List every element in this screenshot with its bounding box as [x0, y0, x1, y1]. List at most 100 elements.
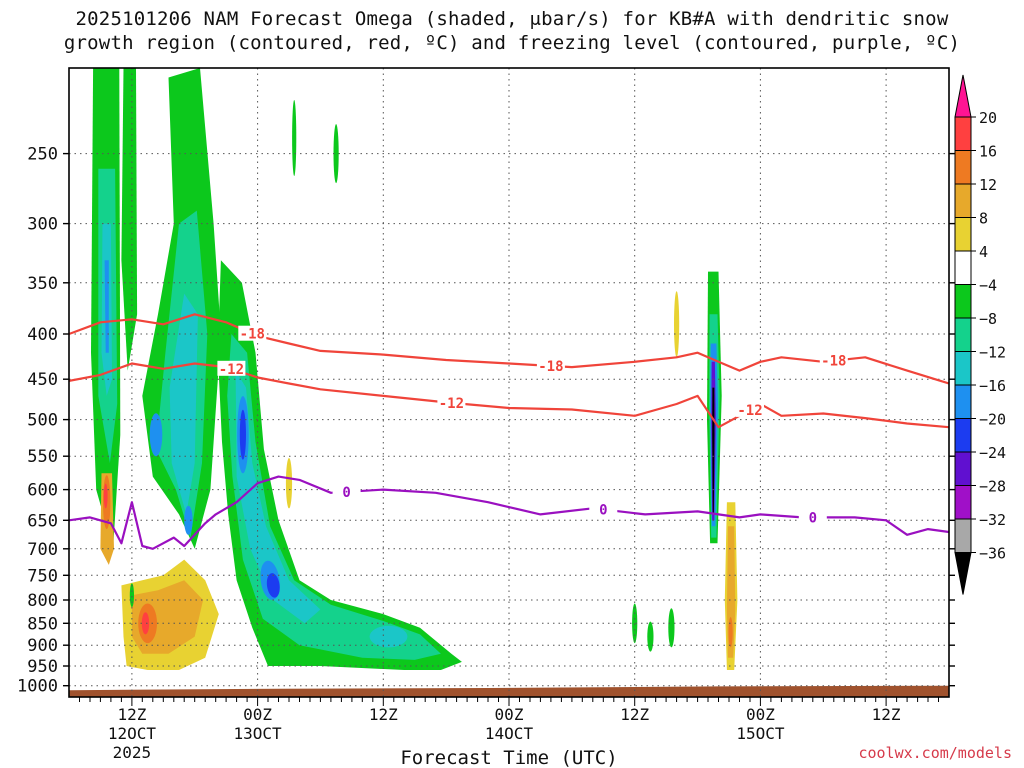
x-tick-label: 12OCT [108, 724, 157, 743]
omega-ascent-band-inner [235, 370, 321, 624]
y-tick-label: 600 [27, 481, 58, 501]
colorbar-bottom-arrow [954, 552, 972, 595]
colorbar-label: 16 [979, 143, 997, 161]
y-tick-label: 300 [27, 215, 58, 235]
colorbar-label: −28 [979, 478, 1006, 496]
omega-ascent-patch [369, 625, 408, 648]
colorbar-label: −12 [979, 344, 1006, 362]
colorbar-label: −4 [979, 277, 997, 295]
contour-minus12c-label: -12 [219, 362, 244, 378]
x-tick-label: 12Z [620, 705, 649, 724]
contour-minus12c-label-bg [437, 394, 466, 410]
colorbar-swatch [954, 317, 972, 352]
ground-terrain [69, 685, 949, 697]
colorbar-label: −16 [979, 377, 1006, 395]
omega-ascent-patch [184, 505, 193, 535]
omega-small-ascent [668, 608, 675, 648]
omega-subsidence-peak [103, 483, 108, 509]
colorbar-swatch [954, 451, 972, 486]
colorbar-label: 8 [979, 210, 988, 228]
omega-subsidence-small [674, 291, 680, 358]
y-tick-label: 500 [27, 411, 58, 431]
axes: 2503003504004505005506006507007508008509… [17, 145, 955, 762]
colorbar-swatch [954, 183, 972, 218]
colorbar-top-arrow [954, 74, 972, 118]
x-tick-label: 12Z [872, 705, 901, 724]
contour-minus18c-label-bg [536, 357, 565, 373]
omega-small-ascent [292, 100, 297, 176]
y-tick-label: 700 [27, 540, 58, 560]
omega-small-ascent [333, 124, 339, 184]
colorbar-label: 12 [979, 176, 997, 194]
contour-minus12c-label-bg [736, 401, 764, 417]
contour-freezing-level-label: 0 [599, 503, 607, 519]
y-tick-label: 950 [27, 657, 58, 677]
chart-title-line2: growth region (contoured, red, ºC) and f… [63, 32, 961, 54]
colorbar-label: −20 [979, 411, 1006, 429]
colorbar-label: 20 [979, 109, 997, 127]
contour-freezing-level-label-bg [589, 501, 618, 517]
colorbar-swatch [954, 217, 972, 252]
omega-ascent-patch [149, 413, 163, 457]
x-tick-label: 00Z [495, 705, 524, 724]
grid-lines [69, 68, 949, 697]
y-tick-label: 1000 [17, 677, 58, 697]
colorbar-label: −32 [979, 511, 1006, 529]
colorbar-label: −24 [979, 444, 1006, 462]
omega-subsidence-small [285, 458, 293, 509]
colorbar-swatch [954, 250, 972, 285]
x-axis-label: Forecast Time (UTC) [400, 747, 617, 768]
colorbar-swatch [954, 485, 972, 520]
contour-freezing-level-label: 0 [342, 485, 350, 501]
y-tick-label: 900 [27, 636, 58, 656]
omega-subsidence-core [728, 617, 733, 648]
contour-minus18c-label: -18 [821, 354, 846, 370]
x-tick-label: 12Z [117, 705, 146, 724]
colorbar-label: 4 [979, 243, 988, 261]
x-tick-label: 13OCT [234, 724, 283, 743]
colorbar-swatch [954, 284, 972, 319]
colorbar-swatch [954, 116, 972, 151]
contour-minus12c [69, 362, 949, 429]
colorbar-swatch [954, 150, 972, 185]
y-tick-label: 450 [27, 370, 58, 390]
contour-minus12c-label: -12 [737, 403, 762, 419]
colorbar-label: −36 [979, 545, 1006, 563]
x-tick-label: 12Z [369, 705, 398, 724]
y-tick-label: 400 [27, 325, 58, 345]
chart-title-line1: 2025101206 NAM Forecast Omega (shaded, μ… [75, 8, 949, 30]
y-tick-label: 800 [27, 591, 58, 611]
y-tick-label: 650 [27, 511, 58, 531]
y-tick-label: 250 [27, 145, 58, 165]
colorbar-swatch [954, 518, 972, 553]
omega-small-ascent [632, 603, 638, 644]
omega-subsidence-peak [141, 612, 150, 635]
y-tick-label: 350 [27, 274, 58, 294]
y-tick-label: 850 [27, 614, 58, 634]
contour-minus12c-label: -12 [439, 396, 464, 412]
y-tick-label: 750 [27, 566, 58, 586]
x-tick-label: 15OCT [736, 724, 785, 743]
omega-upper-column-left-peak [104, 260, 109, 353]
colorbar-label: −8 [979, 310, 997, 328]
x-tick-label: 00Z [243, 705, 272, 724]
contour-minus12c-label-bg [217, 360, 246, 376]
omega-upper-column-right-inner [169, 293, 198, 515]
contour-minus18c-label-bg [819, 352, 848, 368]
omega-small-ascent [647, 621, 654, 652]
contour-minus18c-label: -18 [240, 327, 265, 343]
x-tick-label: 14OCT [485, 724, 534, 743]
colorbar: 20 16 12 8 4 −4 −8 −12 −16 −20 −24 −28 −32 −36 [954, 74, 1006, 595]
contour-minus18c-label: -18 [538, 359, 563, 375]
contour-freezing-level-label-bg [332, 483, 361, 499]
contour-lines: -18 -18 -18 -12 -12 -12 0 0 0 [69, 313, 949, 550]
contour-freezing-level-label-bg [798, 509, 827, 525]
credit-link[interactable]: coolwx.com/models [858, 744, 1012, 762]
colorbar-swatch [954, 418, 972, 453]
colorbar-swatch [954, 351, 972, 386]
x-tick-label: 2025 [113, 743, 152, 762]
contour-minus18c-label-bg [238, 325, 267, 341]
y-tick-label: 550 [27, 447, 58, 467]
colorbar-swatch [954, 384, 972, 419]
